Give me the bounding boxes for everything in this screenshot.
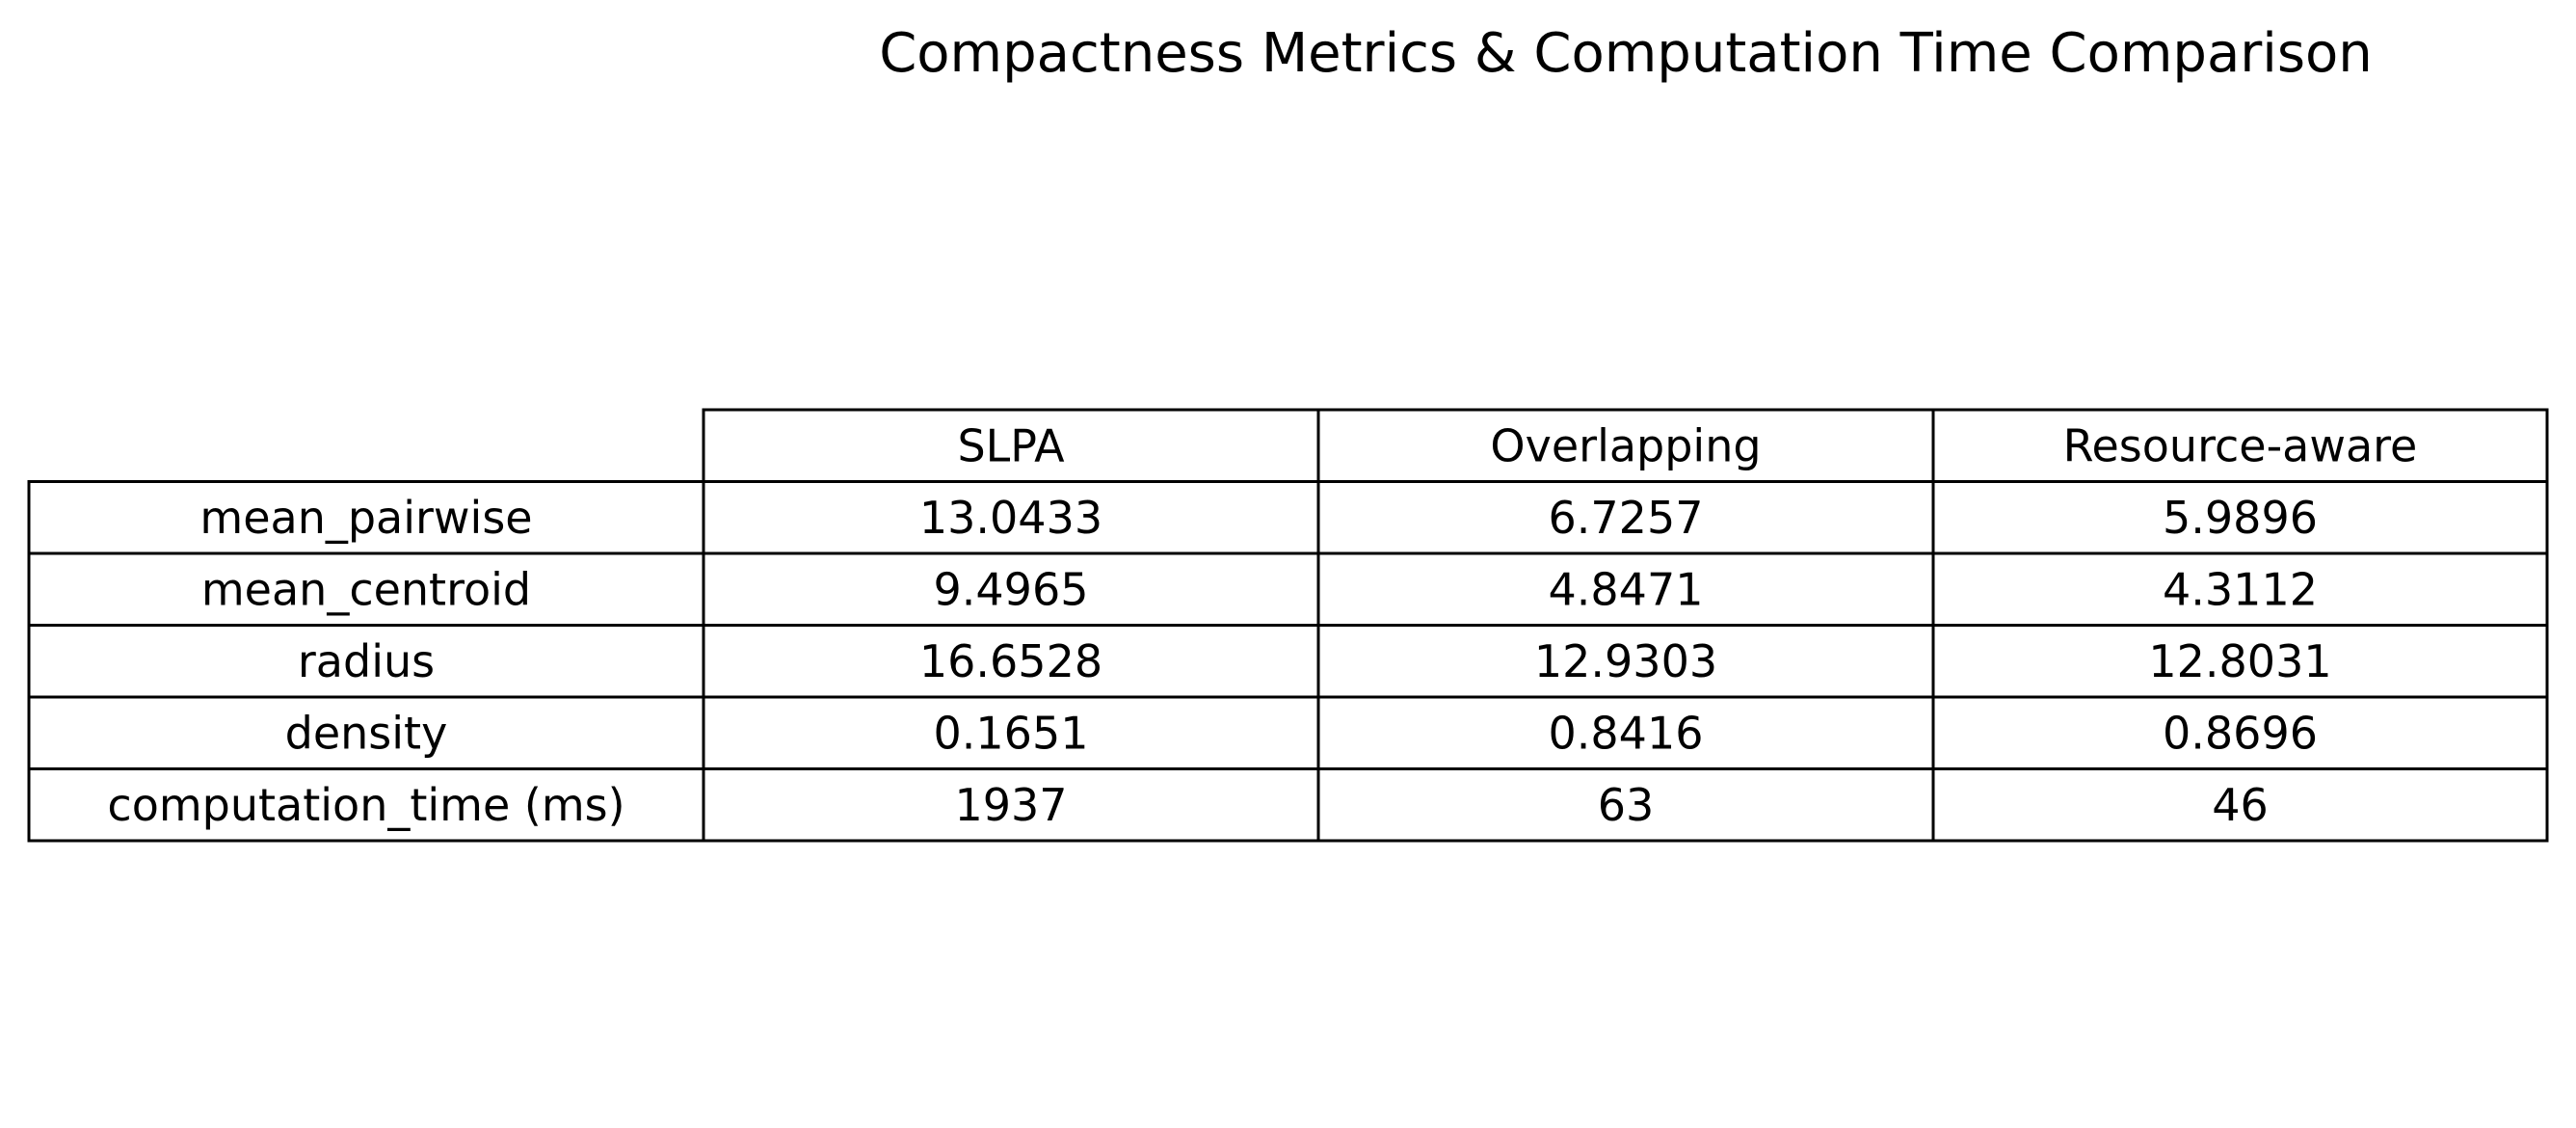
table-cell-value: 12.8031 (2148, 635, 2331, 687)
table-cell-value: 6.7257 (1549, 492, 1704, 544)
column-header-label: Resource-aware (2063, 419, 2418, 471)
table-cell (1316, 551, 1935, 627)
row-label: radius (298, 635, 435, 687)
table-cell-value: 9.4965 (934, 563, 1089, 615)
table-cell-value: 4.8471 (1549, 563, 1704, 615)
table-cell-value: 46 (2212, 779, 2269, 831)
table-cell (702, 624, 1320, 699)
table-cell (702, 695, 1320, 770)
column-header-cell (702, 408, 1320, 483)
table-cell-value: 0.8696 (2163, 707, 2318, 759)
row-label: computation_time (ms) (107, 779, 624, 831)
table-cell (1931, 480, 2549, 555)
column-header-label: SLPA (957, 419, 1065, 471)
table-cell-value: 16.6528 (919, 635, 1102, 687)
table-cell (702, 551, 1320, 627)
table-cells (27, 408, 2549, 843)
row-label: mean_centroid (201, 563, 531, 615)
row-label-cell (27, 551, 705, 627)
table-cell (702, 767, 1320, 843)
table-texts: SLPA Overlapping Resource-aware mean_pairwi… (107, 419, 2417, 831)
row-label-cell (27, 695, 705, 770)
table-cell-value: 5.9896 (2163, 492, 2318, 544)
chart-title-text: Compactness Metrics & Computation Time C… (879, 22, 2373, 85)
table-cell-value: 13.0433 (919, 492, 1102, 544)
table-cell-value: 63 (1598, 779, 1655, 831)
table-cell (1316, 624, 1935, 699)
table-cell (1316, 767, 1935, 843)
table-cell (1931, 767, 2549, 843)
row-label-cell (27, 624, 705, 699)
row-label: mean_pairwise (199, 492, 532, 544)
table-cell (1931, 624, 2549, 699)
table-cell-value: 0.8416 (1549, 707, 1704, 759)
table-cell-value: 4.3112 (2163, 563, 2318, 615)
column-header-cell (1931, 408, 2549, 483)
table-cell-value: 1937 (954, 779, 1067, 831)
table-cell-value: 0.1651 (934, 707, 1089, 759)
table-cell (1931, 695, 2549, 770)
column-header-label: Overlapping (1490, 419, 1761, 471)
table-cell-value: 12.9303 (1534, 635, 1717, 687)
row-label: density (285, 707, 448, 759)
column-header-cell (1316, 408, 1935, 483)
table-cell (1316, 695, 1935, 770)
